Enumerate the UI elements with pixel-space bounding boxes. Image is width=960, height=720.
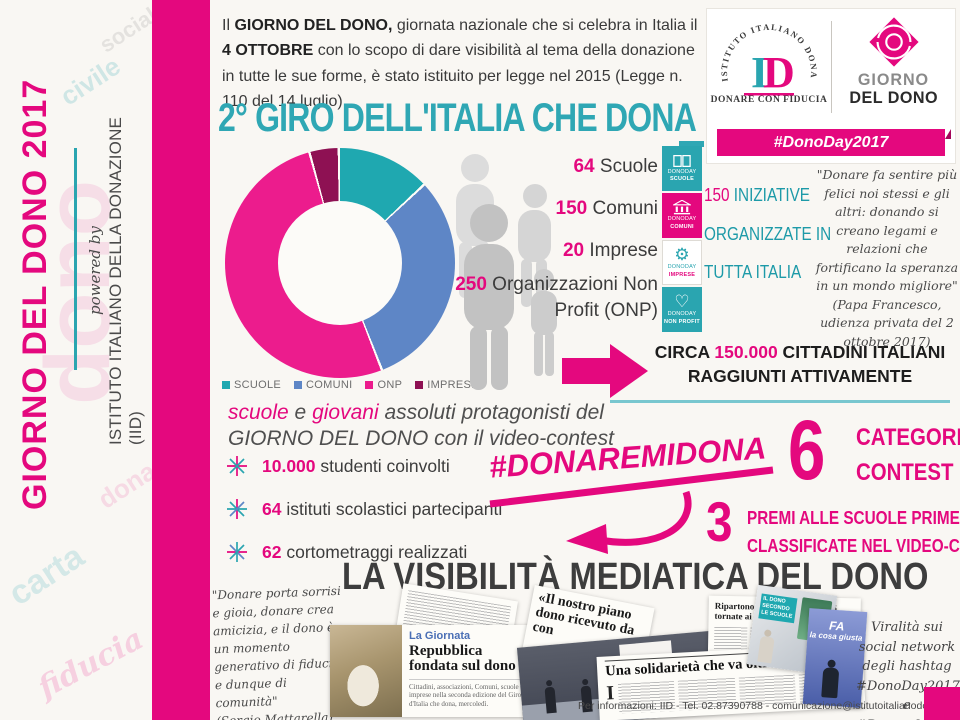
pope-quote-attribution: (Papa Francesco, udienza privata del 2 o… <box>820 296 954 349</box>
legend-swatch <box>415 381 424 389</box>
person-silhouette <box>821 667 840 699</box>
protagonists-statement: scuole e giovani assoluti protagonisti d… <box>228 401 614 450</box>
sidebar-divider-line <box>74 148 77 370</box>
asterisk-icon <box>227 542 247 562</box>
legend-swatch <box>222 381 230 389</box>
asterisk-icon <box>227 456 247 476</box>
iid-logo: ISTITUTO ITALIANO DONAZIONE I D DONARE C… <box>707 13 831 123</box>
reach-statement: CIRCA 150.000 CITTADINI ITALIANI RAGGIUN… <box>654 342 946 386</box>
title-underline-dash <box>679 141 704 147</box>
legend-item: COMUNI <box>294 379 352 391</box>
stat-scuole: 64 Scuole <box>573 156 658 177</box>
giorno-del-dono-logo: GIORNO DEL DONO <box>832 13 955 123</box>
asterisk-icon <box>227 499 247 519</box>
intro-paragraph: Il GIORNO DEL DONO, giornata nazionale c… <box>222 17 698 110</box>
heart-icon: ♡ <box>674 292 690 312</box>
teal-divider-line <box>610 400 950 403</box>
legend-swatch <box>365 381 374 389</box>
initiatives-callout: 150 INIZIATIVE ORGANIZZATE IN TUTTA ITAL… <box>704 185 832 283</box>
mattarella-quote-attribution: (Sergio Mattarella) <box>215 710 334 720</box>
donoday-hashtag-banner: #DonoDay2017 <box>717 129 951 156</box>
legend-swatch <box>294 381 303 389</box>
contest-categories-label: CATEGORIE <box>856 424 960 451</box>
bullet-istituti: 64 istituti scolastici partecipanti <box>226 498 502 520</box>
logo-divider <box>831 21 832 113</box>
gdd-logo-text-top: GIORNO <box>857 70 930 89</box>
hashtag-underline-arrow-icon <box>489 466 774 554</box>
logo-card: ISTITUTO ITALIANO DONAZIONE I D DONARE C… <box>706 8 956 164</box>
stat-imprese: 20 Imprese <box>562 240 658 261</box>
people-silhouettes-graphic <box>456 154 557 390</box>
gdd-logo-text-bottom: DEL DONO <box>849 87 938 107</box>
contest-prizes-number: 3 <box>706 490 733 553</box>
donut-chart <box>225 148 455 378</box>
news-clipping-la-giornata: La Giornata Repubblica fondata sul dono … <box>330 625 535 717</box>
mattarella-quote: "Donare porta sorrisi e gioia, donare cr… <box>212 582 349 720</box>
badge-scuole: DONODAY SCUOLE <box>662 146 702 191</box>
stat-comuni: 150 Comuni <box>555 198 658 219</box>
pope-quote: "Donare fa sentire più felici noi stessi… <box>815 167 959 349</box>
person-silhouette <box>757 635 775 664</box>
bullet-cortometraggi: 62 cortometraggi realizzati <box>226 541 467 563</box>
category-badges: DONODAY SCUOLE DONODAY COMUNI ⚙ DONODAY IMP… <box>662 146 702 332</box>
page-title: 2° GIRO DELL'ITALIA CHE DONA <box>218 96 697 140</box>
news-headline: Repubblica fondata sul dono <box>409 643 516 675</box>
stat-onp: 250 Organizzazioni Non Profit (ONP) <box>455 274 658 321</box>
iid-logo-graphic: ISTITUTO ITALIANO DONAZIONE I D <box>714 13 818 97</box>
pope-photo <box>330 625 402 717</box>
contest-prizes-line1: PREMI ALLE SCUOLE PRIME <box>747 508 960 528</box>
chart-legend: SCUOLE COMUNI ONP IMPRESE <box>222 379 479 391</box>
contest-contest-label: CONTEST <box>856 459 954 486</box>
watermark-text: carta <box>1 537 91 614</box>
badge-imprese: ⚙ DONODAY IMPRESE <box>662 240 702 285</box>
bullet-studenti: 10.000 studenti coinvolti <box>226 455 450 477</box>
badge-non-profit: ♡ DONODAY NON PROFIT <box>662 287 702 332</box>
reach-arrowhead-icon <box>610 344 648 398</box>
corner-pink-block <box>924 687 960 720</box>
legend-item: IMPRESE <box>415 379 479 391</box>
svg-text:I: I <box>751 48 768 97</box>
reach-arrow-icon <box>562 358 612 384</box>
bank-icon <box>673 200 691 215</box>
footer-contact-info: Per informazioni: IID - Tel. 02.87390788… <box>578 700 960 712</box>
book-icon <box>673 154 691 167</box>
organization-name-vertical: ISTITUTO ITALIANO DELLA DONAZIONE (IID) <box>106 116 145 445</box>
news-kicker: La Giornata <box>409 630 471 642</box>
svg-text:D: D <box>763 48 795 97</box>
badge-comuni: DONODAY COMUNI <box>662 193 702 238</box>
pink-vertical-bar <box>152 0 210 720</box>
legend-item: ONP <box>365 379 402 391</box>
contest-prizes-line2: CLASSIFICATE NEL VIDEO-CONTEST <box>747 536 960 556</box>
event-title-vertical: GIORNO DEL DONO 2017 <box>16 78 54 510</box>
gear-icon: ⚙ <box>674 245 690 265</box>
powered-by-label: powered by <box>86 226 104 315</box>
tv-caption: IL DONO SECONDO LE SCUOLE <box>758 593 798 623</box>
watermark-text: fiducia <box>32 621 150 706</box>
iid-tagline: DONARE CON FIDUCIA <box>710 95 828 105</box>
news-body: Cittadini, associazioni, Comuni, scuole … <box>409 678 528 709</box>
gdd-diamond-icon <box>868 17 919 67</box>
legend-item: SCUOLE <box>222 379 281 391</box>
contest-categories-number: 6 <box>788 403 826 497</box>
person-silhouette <box>544 686 557 714</box>
